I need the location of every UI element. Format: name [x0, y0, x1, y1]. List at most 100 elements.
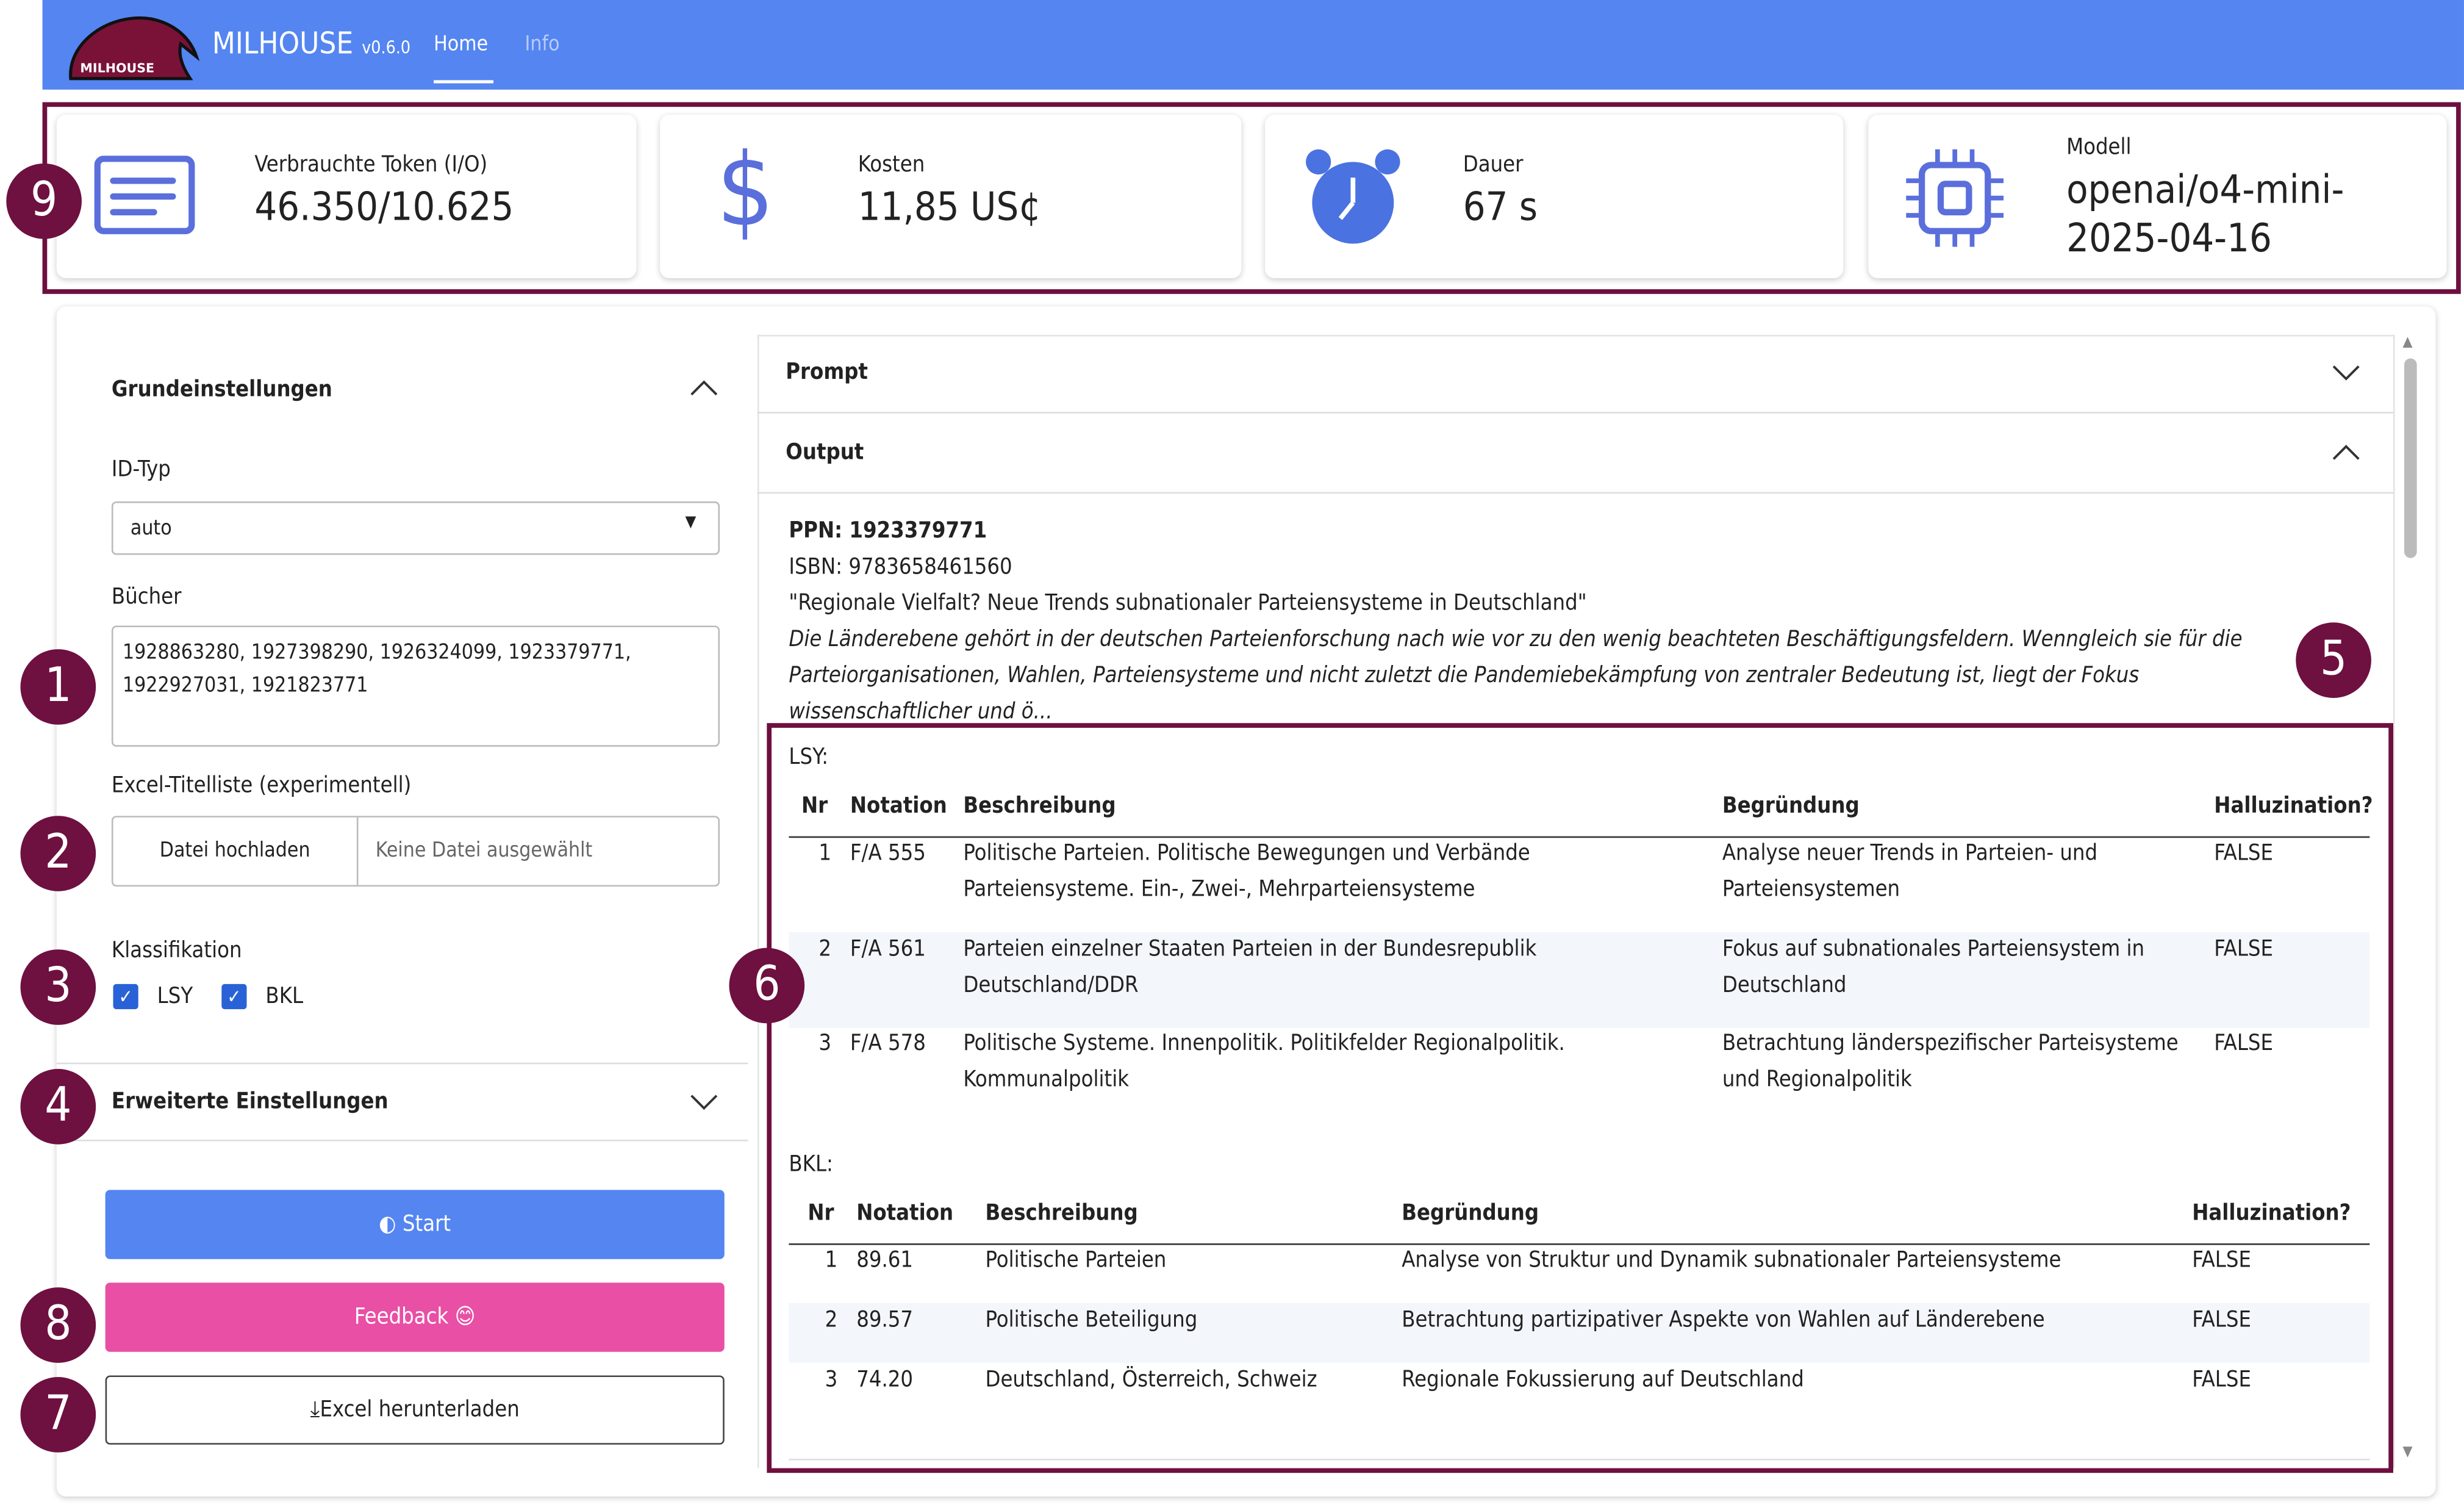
table-cell: Regionale Fokussierung auf Deutschland [1402, 1367, 1804, 1393]
stat-value: 46.350/10.625 [254, 184, 514, 230]
book-abstract: Die Länderebene gehört in der deutschen … [789, 627, 2243, 725]
scroll-up-icon[interactable]: ▲ [2402, 334, 2413, 351]
navbar: MILHOUSE MILHOUSE v0.6.0 Home Info [42, 0, 2464, 90]
column-header: Beschreibung [985, 1201, 1138, 1226]
app-name: MILHOUSE [212, 26, 354, 62]
stat-label: Verbrauchte Token (I/O) [254, 152, 488, 178]
annotation-badge: 8 [20, 1287, 96, 1363]
cpu-chip-icon [1906, 149, 2004, 247]
scroll-down-icon[interactable]: ▼ [2402, 1444, 2413, 1461]
output-accordion [757, 334, 2395, 1469]
table-cell: FALSE [2192, 1307, 2251, 1333]
svg-text:MILHOUSE: MILHOUSE [80, 61, 154, 76]
id-type-select[interactable]: auto ▼ [111, 501, 720, 555]
stat-card-duration: Dauer 67 s [1265, 115, 1844, 279]
table-row-stripe [789, 932, 2370, 1029]
annotation-badge: 9 [6, 163, 82, 239]
start-label: Start [402, 1212, 451, 1237]
column-header: Halluzination? [2214, 794, 2373, 819]
table-cell: FALSE [2192, 1367, 2251, 1393]
table-cell: FALSE [2192, 1248, 2251, 1273]
annotation-badge: 1 [20, 649, 96, 725]
feedback-button[interactable]: Feedback 😊 [105, 1282, 725, 1352]
column-header: Notation [850, 794, 947, 819]
column-header: Beschreibung [963, 794, 1116, 819]
scrollbar[interactable]: ▲ ▼ [2402, 335, 2418, 1467]
file-input[interactable]: Datei hochladen Keine Datei ausgewählt [111, 816, 720, 887]
no-file-text: Keine Datei ausgewählt [375, 839, 593, 863]
table-cell: F/A 578 [850, 1031, 926, 1057]
chevron-up-icon[interactable] [2332, 444, 2360, 462]
stat-card-cost: $ Kosten 11,85 US¢ [660, 115, 1242, 279]
ppn: PPN: 1923379771 [789, 519, 987, 544]
book-title: "Regionale Vielfalt? Neue Trends subnati… [789, 591, 1587, 616]
chevron-up-icon[interactable] [690, 379, 718, 398]
lsy-checkbox[interactable]: ✓ [113, 983, 138, 1010]
app-version: v0.6.0 [362, 37, 411, 59]
lsy-label: LSY [157, 983, 193, 1010]
scrollbar-thumb[interactable] [2404, 358, 2417, 558]
annotation-badge: 4 [20, 1069, 96, 1145]
alarm-clock-icon [1306, 149, 1400, 244]
table-cell: 3 [825, 1367, 838, 1393]
column-header: Halluzination? [2192, 1201, 2351, 1226]
table-cell: FALSE [2214, 1031, 2274, 1057]
advanced-settings-toggle[interactable]: Erweiterte Einstellungen [111, 1089, 389, 1115]
annotation-badge: 5 [2296, 622, 2371, 698]
table-cell: 1 [818, 841, 832, 866]
tab-home[interactable]: Home [434, 33, 489, 57]
dropdown-arrow-icon: ▼ [685, 514, 697, 531]
table-cell: Deutschland, Österreich, Schweiz [985, 1367, 1317, 1393]
annotation-badge: 3 [20, 949, 96, 1025]
column-header: Begründung [1402, 1201, 1539, 1226]
column-header: Begründung [1722, 794, 1860, 819]
table-cell: 2 [825, 1307, 838, 1333]
stat-value: 67 s [1463, 184, 1538, 230]
table-cell: Politische Beteiligung [985, 1307, 1198, 1333]
table-cell: FALSE [2214, 841, 2274, 866]
table-cell: Analyse von Struktur und Dynamik subnati… [1402, 1248, 2061, 1273]
annotation-badge: 2 [20, 816, 96, 891]
active-tab-indicator [434, 80, 494, 84]
chevron-down-icon[interactable] [690, 1093, 718, 1112]
table-label: LSY: [789, 745, 829, 771]
upload-file-button[interactable]: Datei hochladen [113, 817, 359, 885]
excel-list-label: Excel-Titelliste (experimentell) [111, 773, 412, 799]
app-title: MILHOUSE v0.6.0 [212, 27, 410, 62]
table-cell: Politische Systeme. Innenpolitik. Politi… [963, 1031, 1565, 1093]
books-label: Bücher [111, 584, 182, 610]
prompt-accordion-header[interactable]: Prompt [786, 360, 868, 386]
download-excel-button[interactable]: ⤓Excel herunterladen [105, 1375, 725, 1445]
table-cell: 89.61 [856, 1248, 914, 1273]
bkl-label: BKL [265, 983, 304, 1010]
annotation-badge: 6 [729, 947, 805, 1024]
download-icon: ⤓ [310, 1397, 320, 1423]
books-textarea[interactable]: 1928863280, 1927398290, 1926324099, 1923… [111, 625, 720, 747]
table-cell: F/A 561 [850, 937, 926, 962]
isbn: ISBN: 9783658461560 [789, 555, 1012, 580]
divider [757, 412, 2394, 414]
table-label: BKL: [789, 1152, 833, 1177]
section-title-basic[interactable]: Grundeinstellungen [111, 377, 332, 403]
download-label: Excel herunterladen [320, 1397, 520, 1423]
bkl-checkbox[interactable]: ✓ [221, 983, 247, 1010]
divider [56, 1139, 748, 1141]
table-cell: F/A 555 [850, 841, 926, 866]
tab-info[interactable]: Info [525, 33, 560, 57]
stat-label: Dauer [1463, 152, 1524, 178]
table-cell: Analyse neuer Trends in Parteien- und Pa… [1722, 841, 2098, 902]
stat-card-model: Modell openai/o4-mini-2025-04-16 [1868, 115, 2447, 279]
start-button[interactable]: ◐ Start [105, 1190, 725, 1259]
results-annotation-frame [767, 723, 2394, 1473]
stat-value: openai/o4-mini-2025-04-16 [2066, 167, 2344, 261]
table-cell: 2 [818, 937, 832, 962]
table-cell: Parteien einzelner Staaten Parteien in d… [963, 937, 1537, 999]
chevron-down-icon[interactable] [2332, 363, 2360, 382]
output-accordion-header[interactable]: Output [786, 440, 864, 466]
table-cell: Betrachtung länderspezifischer Parteisys… [1722, 1031, 2179, 1093]
table-cell: 3 [818, 1031, 832, 1057]
stat-card-tokens: Verbrauchte Token (I/O) 46.350/10.625 [56, 115, 637, 279]
column-header: Nr [801, 794, 828, 819]
table-cell: Betrachtung partizipativer Aspekte von W… [1402, 1307, 2045, 1333]
divider [56, 1062, 748, 1065]
